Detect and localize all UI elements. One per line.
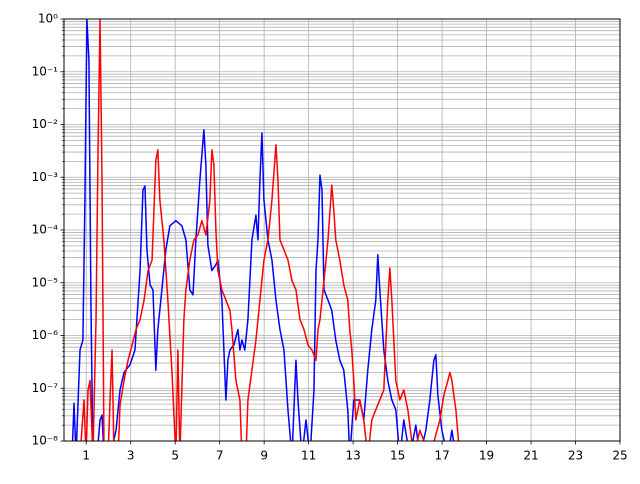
x-tick-label: 11 xyxy=(301,449,316,463)
x-tick-label: 9 xyxy=(260,449,268,463)
y-tick-label: 10⁻⁷ xyxy=(32,381,59,395)
y-tick-label: 10⁻⁴ xyxy=(32,223,59,237)
x-tick-label: 5 xyxy=(171,449,179,463)
x-tick-label: 3 xyxy=(127,449,135,463)
x-tick-label: 1 xyxy=(82,449,90,463)
x-tick-label: 17 xyxy=(434,449,449,463)
y-tick-label: 10⁻³ xyxy=(32,170,59,184)
x-tick-label: 25 xyxy=(612,449,627,463)
y-tick-label: 10⁻⁵ xyxy=(32,275,59,289)
data-line xyxy=(80,19,460,441)
y-tick-label: 10⁰ xyxy=(38,12,58,26)
x-tick-label: 15 xyxy=(390,449,405,463)
x-tick-label: 7 xyxy=(216,449,224,463)
data-line xyxy=(71,19,455,441)
x-tick-label: 19 xyxy=(479,449,494,463)
y-tick-label: 10⁻² xyxy=(32,117,59,131)
y-tick-label: 10⁻¹ xyxy=(32,64,59,78)
y-tick-label: 10⁻⁶ xyxy=(32,328,59,342)
grid xyxy=(64,18,621,442)
x-tick-label: 23 xyxy=(568,449,583,463)
plot-area xyxy=(71,19,460,441)
y-tick-label: 10⁻⁸ xyxy=(32,434,59,448)
x-tick-label: 21 xyxy=(523,449,538,463)
x-tick-label: 13 xyxy=(345,449,360,463)
